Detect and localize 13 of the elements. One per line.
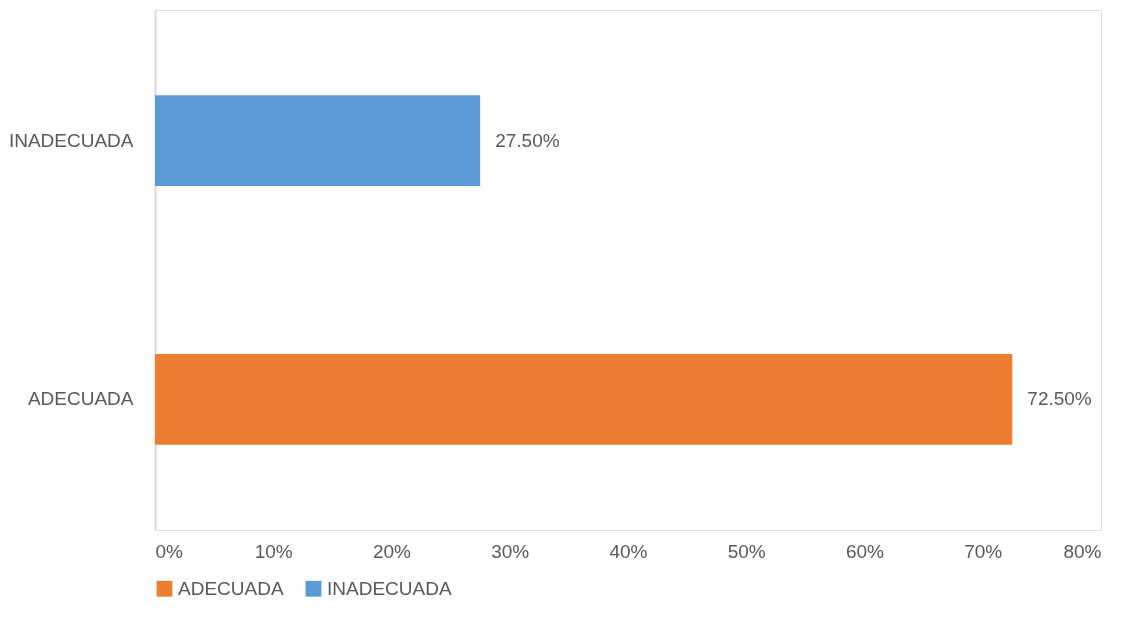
x-tick-label: 10% <box>254 540 293 562</box>
x-tick-label: 40% <box>609 540 648 562</box>
x-tick-label: 60% <box>845 540 885 562</box>
x-tick-label: 20% <box>372 540 412 562</box>
x-tick-label: 50% <box>727 540 766 562</box>
x-tick-label: 0% <box>155 540 184 562</box>
data-label: 72.50% <box>1027 388 1092 410</box>
x-tick-label: 70% <box>964 540 1003 562</box>
legend-label: INADECUADA <box>327 577 452 599</box>
legend-label: ADECUADA <box>178 577 284 599</box>
data-label: 27.50% <box>495 129 560 151</box>
x-tick-label: 80% <box>1063 540 1102 562</box>
x-tick-label: 30% <box>491 540 530 562</box>
